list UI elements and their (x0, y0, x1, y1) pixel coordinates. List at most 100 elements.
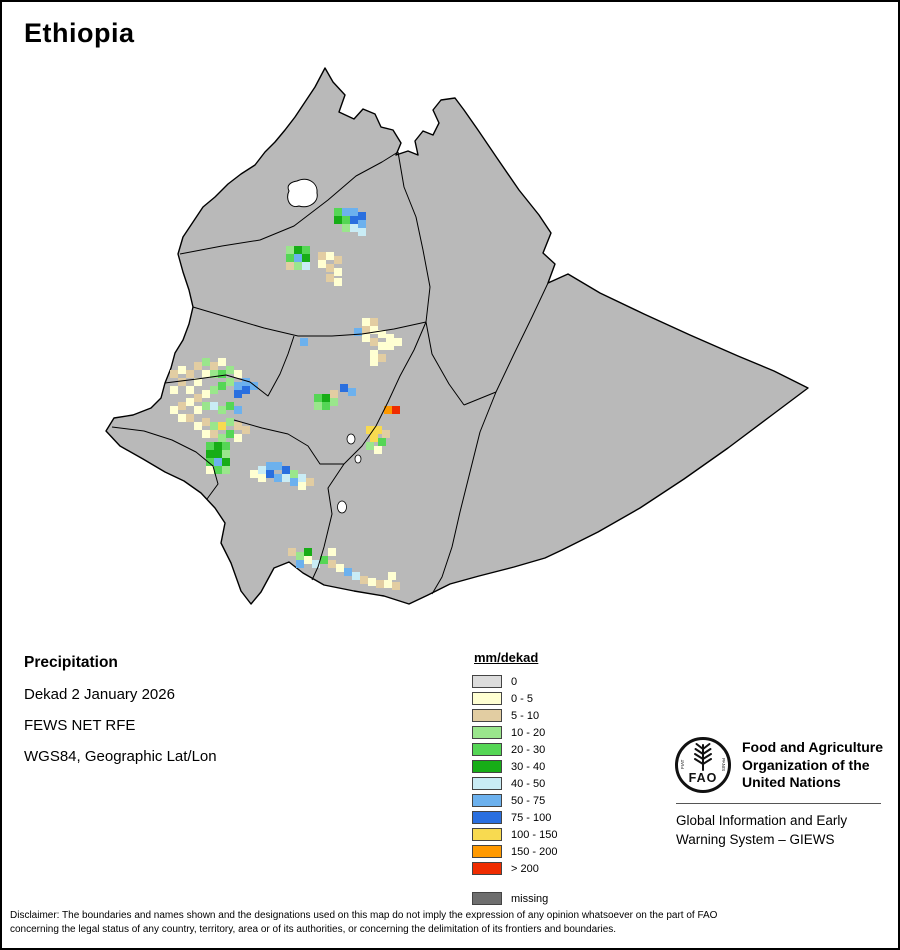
precip-cell (352, 572, 360, 580)
precip-cell (242, 426, 250, 434)
precip-cell (218, 382, 226, 390)
legend-swatch (472, 709, 502, 722)
precip-cell (242, 386, 250, 394)
precip-cell (274, 474, 282, 482)
precip-cell (318, 260, 326, 268)
precip-cell (302, 254, 310, 262)
precip-cell (234, 382, 242, 390)
legend-swatch (472, 794, 502, 807)
precip-cell (226, 366, 234, 374)
legend-row: 75 - 100 (472, 809, 557, 826)
precip-cell (362, 334, 370, 342)
precip-cell (362, 318, 370, 326)
disclaimer: Disclaimer: The boundaries and names sho… (10, 909, 896, 936)
precip-cell (218, 358, 226, 366)
precip-cell (274, 462, 282, 470)
precip-cell (258, 474, 266, 482)
precip-cell (376, 580, 384, 588)
boundary-somali (431, 282, 549, 595)
legend-swatch (472, 726, 502, 739)
boundary-amhara (192, 306, 427, 337)
precip-cell (294, 262, 302, 270)
precip-cell (378, 342, 386, 350)
precip-cell (206, 442, 214, 450)
precip-cell (290, 478, 298, 486)
precip-cell (288, 548, 296, 556)
precip-cell (210, 370, 218, 378)
precip-cell (350, 224, 358, 232)
legend-row: 0 (472, 673, 557, 690)
precip-cell (202, 370, 210, 378)
precip-cell (206, 458, 214, 466)
legend-label: 5 - 10 (511, 709, 540, 722)
precip-cell (334, 278, 342, 286)
boundary-benishangul (164, 335, 295, 397)
precip-cell (226, 402, 234, 410)
precip-cell (370, 434, 378, 442)
precip-cell (392, 406, 400, 414)
precip-cell (296, 560, 304, 568)
precip-cell (202, 430, 210, 438)
precip-cell (304, 556, 312, 564)
legend-row: 0 - 5 (472, 690, 557, 707)
info-heading: Precipitation (24, 654, 118, 671)
legend-row: missing (472, 890, 557, 907)
precip-cell (234, 370, 242, 378)
fao-logo: FAO FIAT PANIS (675, 737, 731, 793)
precip-cell (202, 418, 210, 426)
precip-cell (342, 216, 350, 224)
precip-cell (194, 394, 202, 402)
precip-cell (234, 434, 242, 442)
legend-row: > 200 (472, 860, 557, 877)
precip-cell (178, 366, 186, 374)
fao-motto-left: FIAT (680, 759, 685, 769)
precip-cell (178, 378, 186, 386)
disclaimer-line: concerning the legal status of any count… (10, 923, 617, 935)
precip-cell (366, 426, 374, 434)
boundary-afar-somali (463, 391, 497, 406)
precip-cell (330, 390, 338, 398)
legend-swatch (472, 811, 502, 824)
lake-tana (287, 178, 318, 208)
precip-cell (302, 262, 310, 270)
precip-cell (326, 264, 334, 272)
precip-cell (322, 402, 330, 410)
precip-cell (374, 426, 382, 434)
precip-cell (362, 326, 370, 334)
precip-cell (178, 414, 186, 422)
legend-swatch (472, 862, 502, 875)
precip-cell (394, 338, 402, 346)
precip-cell (186, 386, 194, 394)
precip-cell (334, 216, 342, 224)
giews-line: Warning System – GIEWS (676, 831, 835, 847)
info-dekad: Dekad 2 January 2026 (24, 686, 175, 703)
legend-swatch (472, 760, 502, 773)
boundary-tigray (179, 151, 399, 255)
legend-label: 50 - 75 (511, 794, 546, 807)
precip-cell (178, 402, 186, 410)
legend-swatch (472, 743, 502, 756)
precip-cell (202, 358, 210, 366)
precip-cell (318, 252, 326, 260)
precip-cell (186, 370, 194, 378)
precip-cell (282, 474, 290, 482)
precip-cells (170, 208, 402, 590)
precip-cell (218, 422, 226, 430)
info-projection: WGS84, Geographic Lat/Lon (24, 748, 217, 765)
precip-cell (186, 398, 194, 406)
fao-logo-text: FAO (689, 771, 718, 785)
legend-row: 20 - 30 (472, 741, 557, 758)
boundary-rift (311, 321, 427, 581)
precip-cell (382, 430, 390, 438)
legend-swatch (472, 675, 502, 688)
precip-cell (340, 384, 348, 392)
precip-cell (334, 268, 342, 276)
precip-cell (234, 422, 242, 430)
precip-cell (170, 386, 178, 394)
precip-cell (222, 450, 230, 458)
precip-cell (350, 208, 358, 216)
precip-cell (226, 430, 234, 438)
precip-cell (194, 362, 202, 370)
precip-cell (218, 370, 226, 378)
precip-cell (326, 274, 334, 282)
